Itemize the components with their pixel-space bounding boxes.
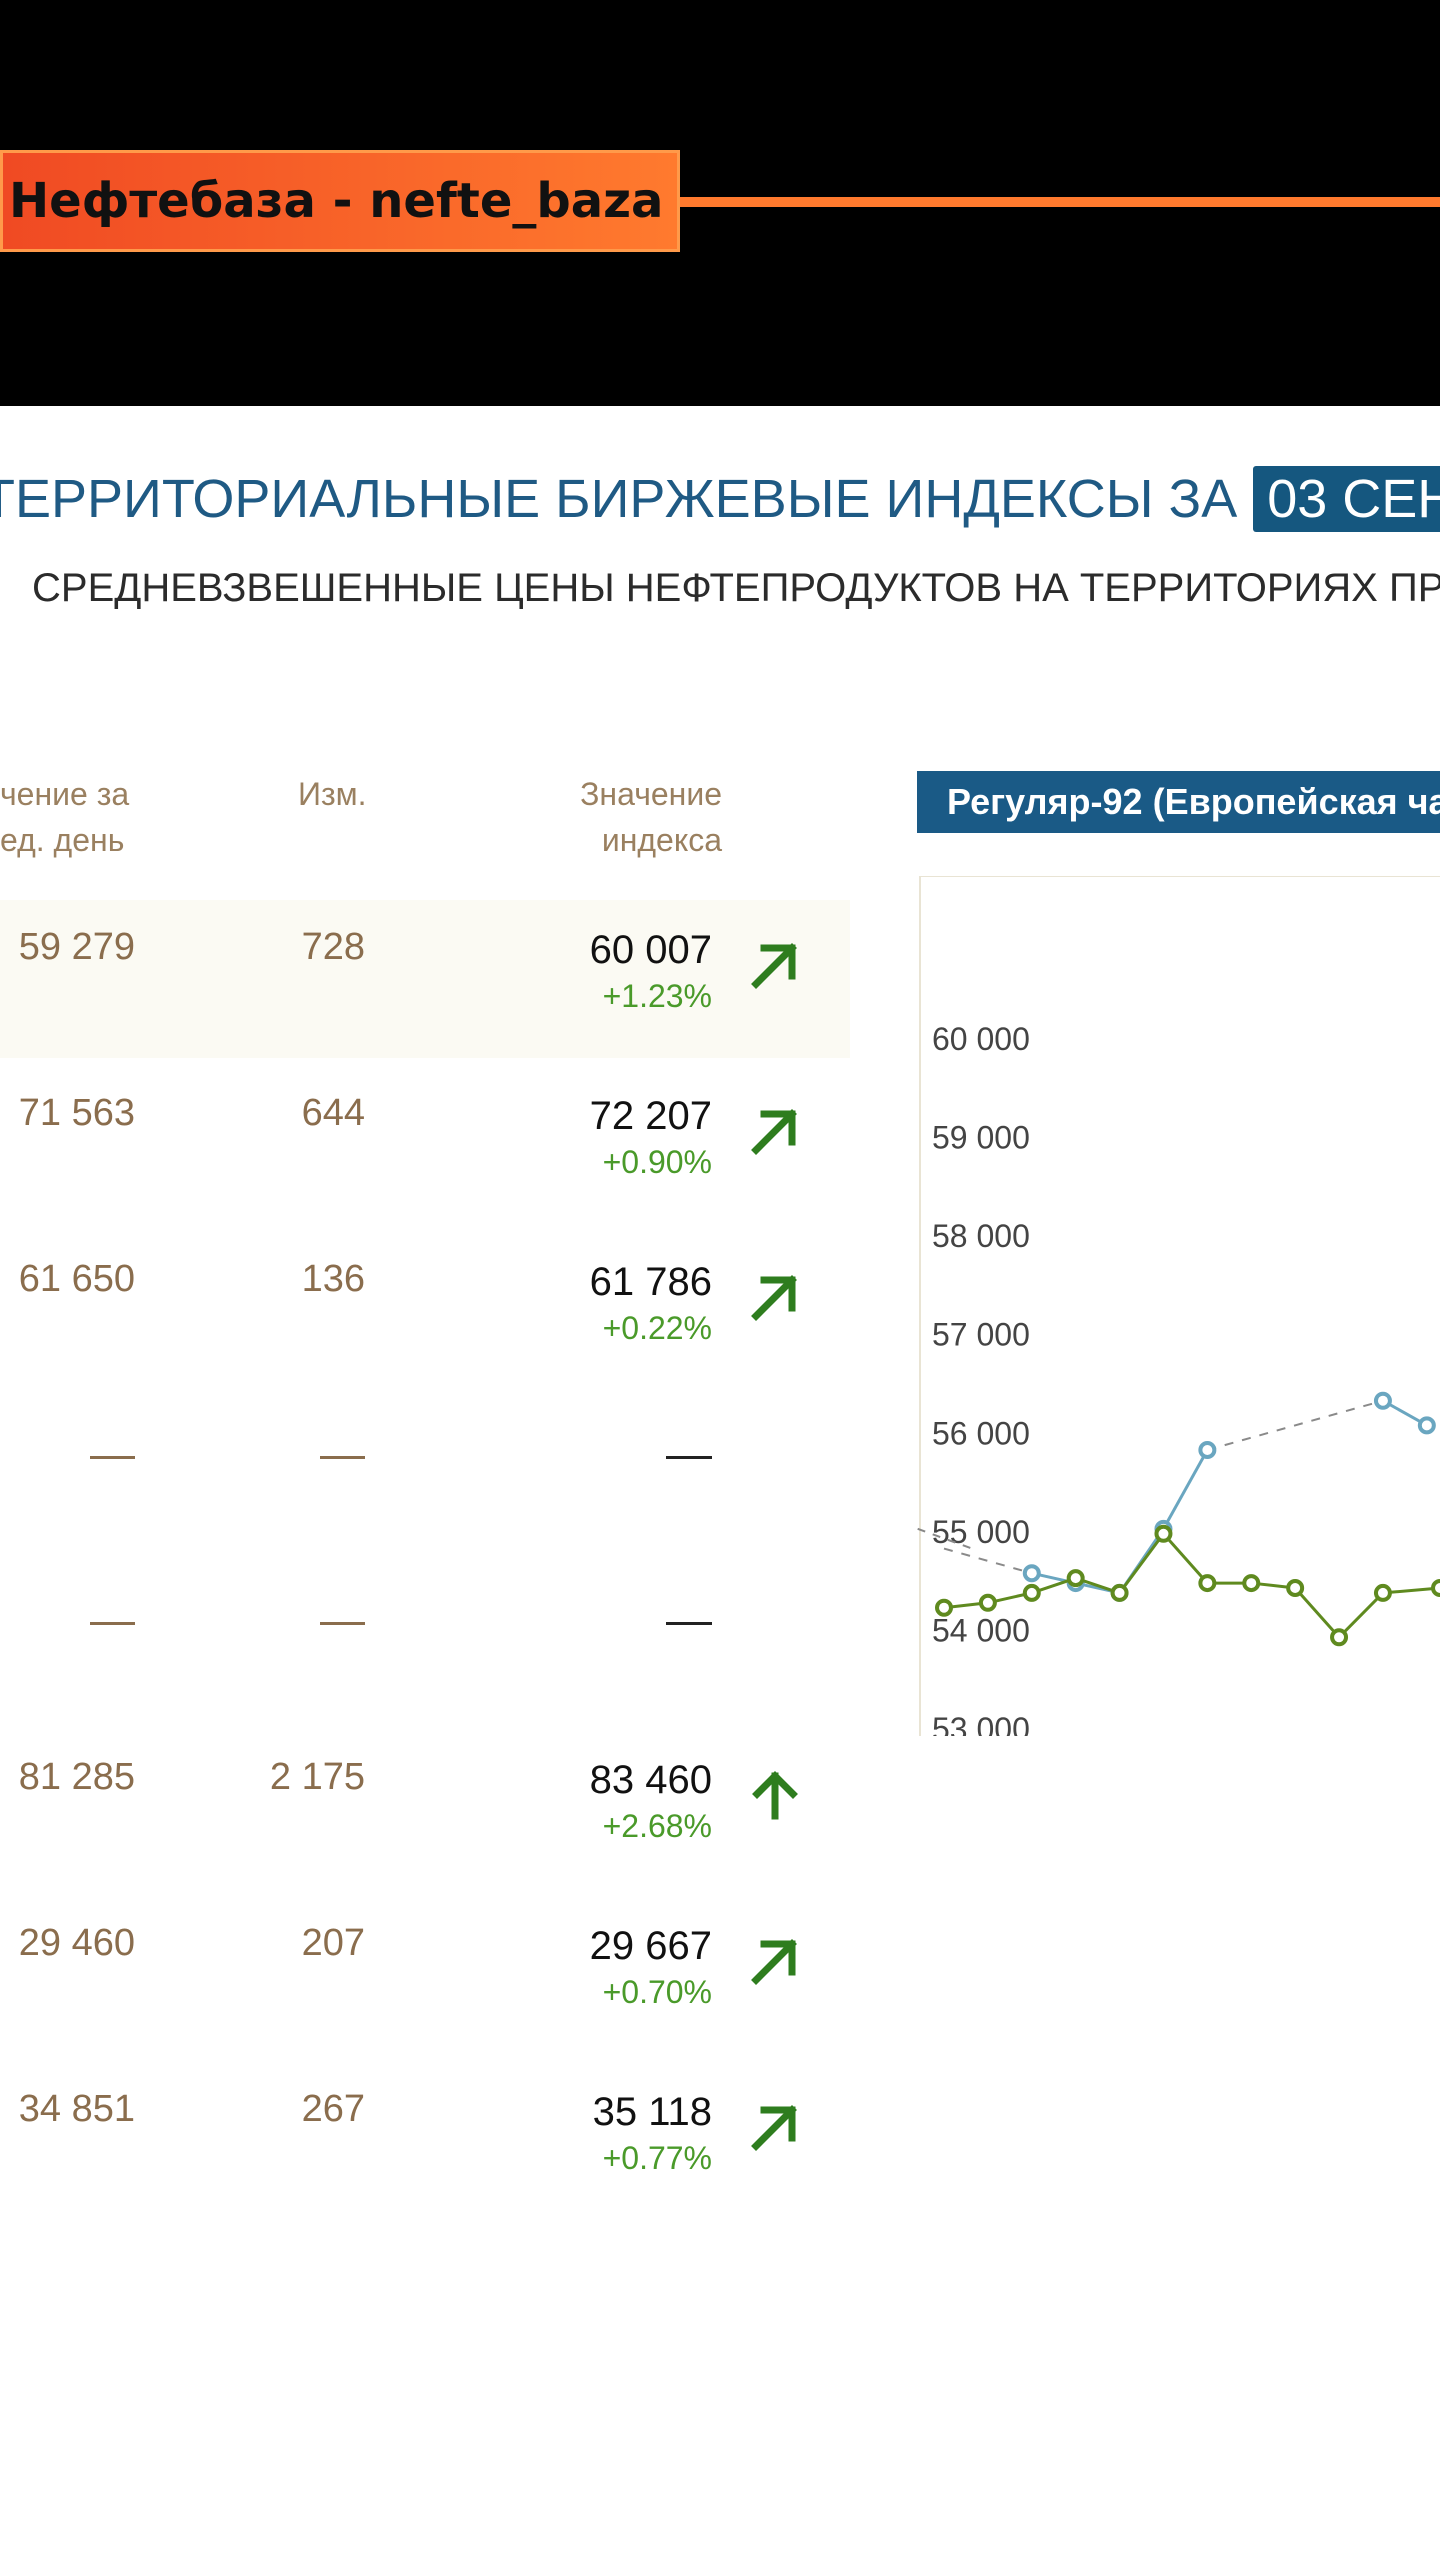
dash-prev — [90, 1456, 135, 1459]
series-0-point — [1022, 1564, 1041, 1583]
series-1-segment — [1337, 1591, 1385, 1639]
cell-prev-value: 71 563 — [18, 1092, 135, 1134]
cell-index-value: 60 007 — [589, 928, 712, 972]
series-1-segment — [1382, 1586, 1440, 1595]
dash-index — [666, 1622, 712, 1625]
y-tick-label: 60 000 — [932, 1021, 1030, 1057]
cell-index-change-pct: +0.77% — [602, 2140, 712, 2176]
y-tick-label: 55 000 — [932, 1514, 1030, 1550]
cell-change-value: 2 175 — [269, 1756, 365, 1798]
cell-change-value: 728 — [301, 926, 365, 968]
cell-prev-value: 81 285 — [18, 1756, 135, 1798]
price-chart: 60 000 59 000 58 000 57 000 56 000 55 000 54 0… — [917, 876, 1440, 1736]
arrow-up-right-icon — [751, 943, 797, 989]
dash-change — [320, 1456, 365, 1459]
series-1-point — [1330, 1628, 1349, 1647]
chart-title: Регуляр-92 (Европейская ча — [917, 771, 1440, 833]
column-header-index-line1: Значение — [580, 776, 722, 812]
channel-badge: Нефтебаза - nefte_baza — [0, 150, 680, 252]
cell-index-value: 72 207 — [589, 1094, 712, 1138]
column-header-prev-line1: чение за — [0, 776, 130, 812]
dash-prev — [90, 1622, 135, 1625]
channel-banner: Нефтебаза - nefte_baza — [0, 0, 1440, 406]
series-1-segment — [1162, 1532, 1209, 1585]
report-content: ТЕРРИТОРИАЛЬНЫЕ БИРЖЕВЫЕ ИНДЕКСЫ ЗА 03 СЕ… — [0, 406, 1440, 2560]
series-1-point — [1431, 1579, 1440, 1597]
series-1-point — [1022, 1583, 1041, 1602]
cell-index-value: 83 460 — [589, 1758, 712, 1802]
cell-prev-value: 34 851 — [18, 2088, 135, 2130]
column-header-index-line2: индекса — [601, 822, 722, 858]
column-header-index: Значение индекса — [580, 771, 722, 863]
cell-prev-value: 59 279 — [18, 926, 135, 968]
cell-change-value: 267 — [301, 2088, 365, 2130]
series-1-point — [978, 1593, 997, 1612]
arrow-up-right-icon — [751, 1275, 797, 1321]
series-1-segment — [1118, 1532, 1165, 1594]
cell-index-value: 35 118 — [592, 2090, 712, 2134]
series-1-point — [1373, 1583, 1392, 1602]
series-1-point — [1154, 1524, 1173, 1543]
series-1-point — [1198, 1574, 1217, 1593]
banner-stripe — [680, 197, 1440, 207]
cell-change-value: 644 — [301, 1092, 365, 1134]
cell-index-change-pct: +1.23% — [602, 978, 712, 1014]
cell-index-change-pct: +2.68% — [602, 1808, 712, 1844]
row-highlight — [0, 900, 850, 1058]
cell-prev-value: 61 650 — [18, 1258, 135, 1300]
series-0-point — [1373, 1391, 1392, 1410]
y-tick-label: 54 000 — [932, 1612, 1030, 1648]
series-1-point — [1242, 1574, 1261, 1593]
cell-index-change-pct: +0.90% — [602, 1144, 712, 1180]
series-1-point — [1286, 1579, 1305, 1597]
arrow-up-right-icon — [751, 2105, 797, 2151]
cell-index-change-pct: +0.22% — [602, 1310, 712, 1346]
page-subtitle: СРЕДНЕВЗВЕШЕННЫЕ ЦЕНЫ НЕФТЕПРОДУКТОВ НА … — [32, 566, 1440, 610]
arrow-up-icon — [752, 1771, 798, 1820]
column-header-prev-line2: ед. день — [0, 822, 125, 858]
y-tick-label: 57 000 — [932, 1317, 1030, 1353]
chart-plot-frame — [919, 876, 1440, 1736]
channel-name: Нефтебаза - nefte_baza — [9, 173, 664, 229]
series-0-segment — [1162, 1449, 1209, 1530]
column-header-change: Изм. — [298, 776, 367, 812]
series-lead-dashed — [917, 1527, 973, 1550]
dash-index — [666, 1456, 712, 1459]
series-0-point — [1198, 1441, 1217, 1459]
series-1-point — [935, 1598, 953, 1617]
cell-change-value: 207 — [301, 1922, 365, 1964]
y-tick-label: 56 000 — [932, 1415, 1030, 1451]
series-0-point — [1417, 1416, 1436, 1435]
y-tick-label: 59 000 — [932, 1120, 1030, 1156]
y-tick-label: 53 000 — [932, 1711, 1030, 1736]
cell-index-change-pct: +0.70% — [602, 1974, 712, 2010]
cell-change-value: 136 — [301, 1258, 365, 1300]
column-header-prev: чение за ед. день — [0, 771, 129, 863]
y-tick-label: 58 000 — [932, 1218, 1030, 1254]
series-0-segment — [1207, 1399, 1384, 1451]
arrow-up-right-icon — [751, 1109, 797, 1155]
dash-change — [320, 1622, 365, 1625]
arrow-up-right-icon — [751, 1939, 797, 1985]
cell-index-value: 29 667 — [589, 1924, 712, 1968]
date-chip: 03 СЕНТЯ — [1253, 466, 1440, 532]
page-title: ТЕРРИТОРИАЛЬНЫЕ БИРЖЕВЫЕ ИНДЕКСЫ ЗА 03 СЕ… — [0, 466, 1440, 532]
title-text: ТЕРРИТОРИАЛЬНЫЕ БИРЖЕВЫЕ ИНДЕКСЫ ЗА — [0, 469, 1238, 529]
series-1-point — [1110, 1583, 1129, 1602]
cell-prev-value: 29 460 — [18, 1922, 135, 1964]
series-1-point — [1066, 1569, 1085, 1588]
series-1-segment — [1294, 1587, 1341, 1639]
cell-index-value: 61 786 — [589, 1260, 712, 1304]
series-0-segment — [943, 1547, 1033, 1575]
